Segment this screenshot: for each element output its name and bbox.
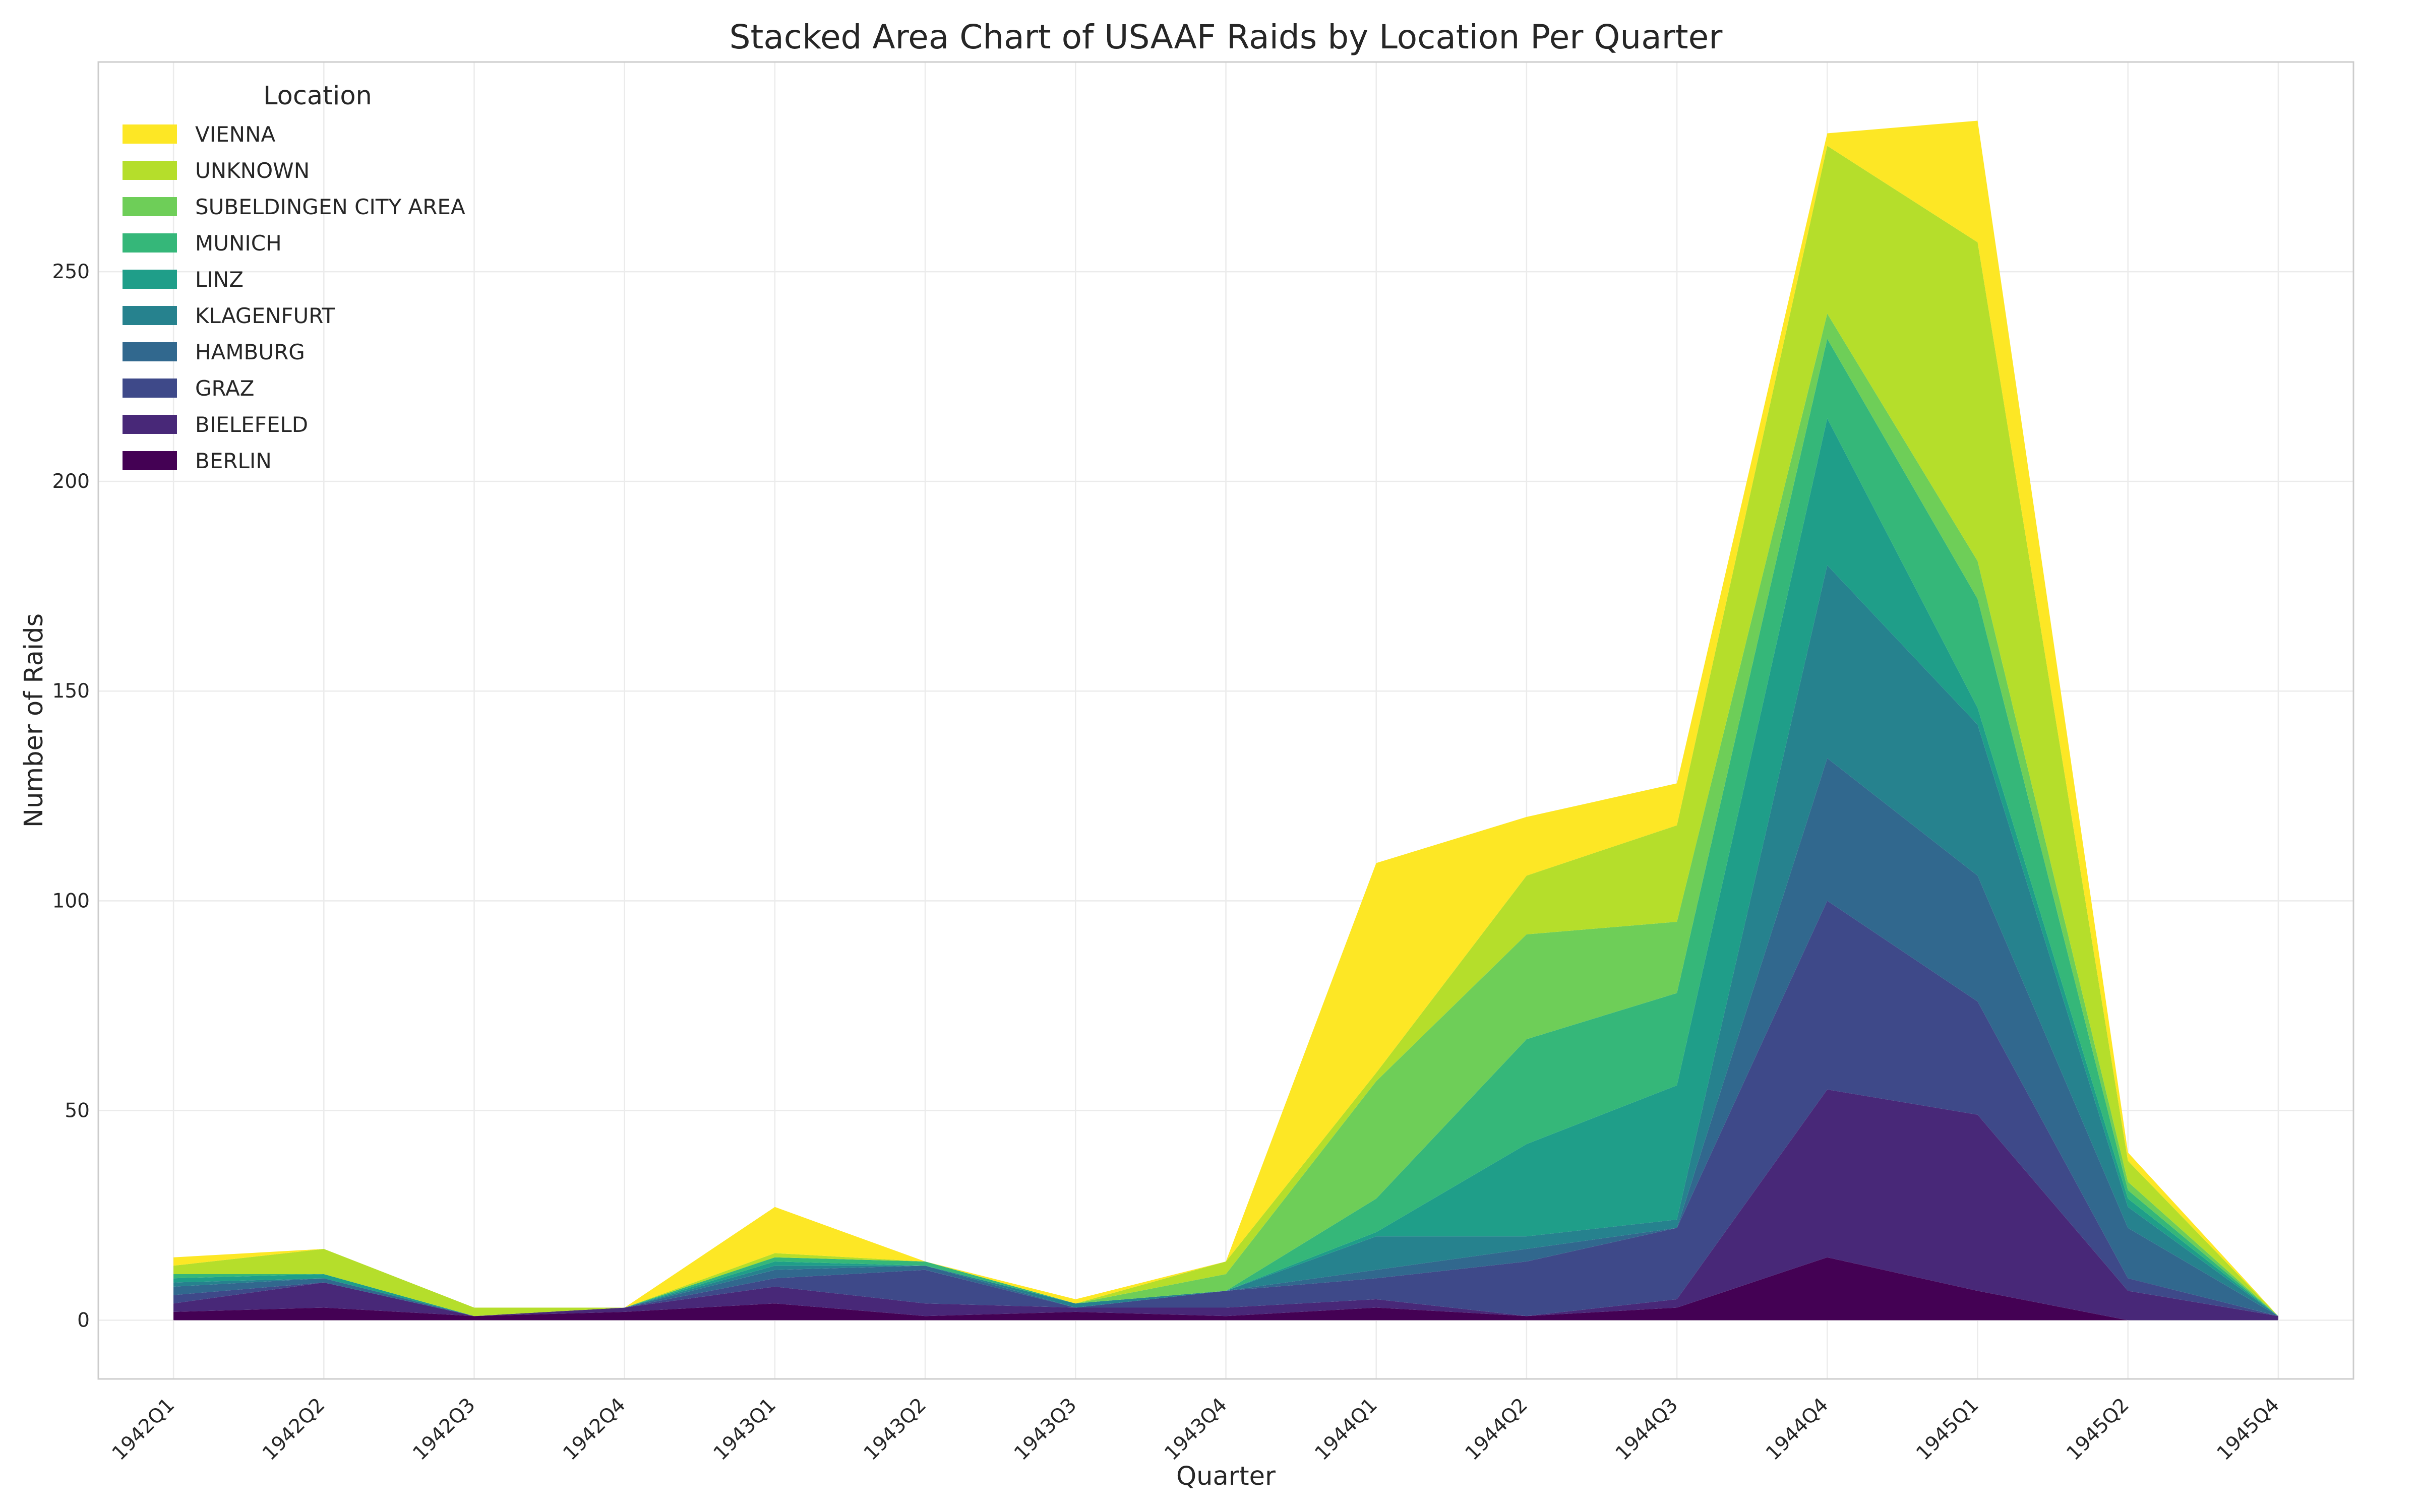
legend: Location VIENNA UNKNOWN SUBELDINGEN CITY A… [123, 81, 465, 473]
legend-swatch [123, 415, 177, 434]
y-tick-label: 250 [52, 261, 90, 283]
legend-swatch [123, 233, 177, 253]
legend-title: Location [263, 81, 372, 111]
area-series-group [173, 120, 2278, 1320]
legend-swatch [123, 451, 177, 470]
y-axis-label: Number of Raids [19, 613, 49, 828]
legend-swatch [123, 197, 177, 216]
legend-swatch [123, 124, 177, 144]
y-tick-label: 200 [52, 470, 90, 493]
y-tick-label: 150 [52, 680, 90, 703]
legend-entry: KLAGENFURT [195, 303, 335, 328]
y-tick-label: 0 [77, 1309, 90, 1332]
legend-entry: LINZ [195, 267, 244, 292]
legend-swatch [123, 342, 177, 361]
legend-entry: BIELEFELD [195, 412, 308, 437]
legend-entry: MUNICH [195, 231, 282, 256]
legend-swatch [123, 379, 177, 398]
legend-entry: HAMBURG [195, 340, 305, 364]
legend-entry: VIENNA [195, 122, 275, 147]
area-bielefeld [173, 1089, 2278, 1320]
legend-entry: UNKNOWN [195, 158, 310, 183]
legend-swatch [123, 270, 177, 289]
plot-frame [97, 61, 2354, 1380]
area-berlin [173, 1257, 2278, 1320]
legend-swatch [123, 306, 177, 325]
chart-title: Stacked Area Chart of USAAF Raids by Loc… [730, 18, 1723, 56]
legend-entry: BERLIN [195, 449, 272, 473]
y-tick-label: 50 [65, 1099, 90, 1122]
y-tick-label: 100 [52, 890, 90, 912]
legend-entry: GRAZ [195, 376, 255, 401]
x-axis-label: Quarter [1176, 1462, 1276, 1491]
legend-swatch [123, 161, 177, 180]
y-tick-labels: 0 50 100 150 200 250 [52, 261, 90, 1332]
legend-entry: SUBELDINGEN CITY AREA [195, 195, 465, 219]
